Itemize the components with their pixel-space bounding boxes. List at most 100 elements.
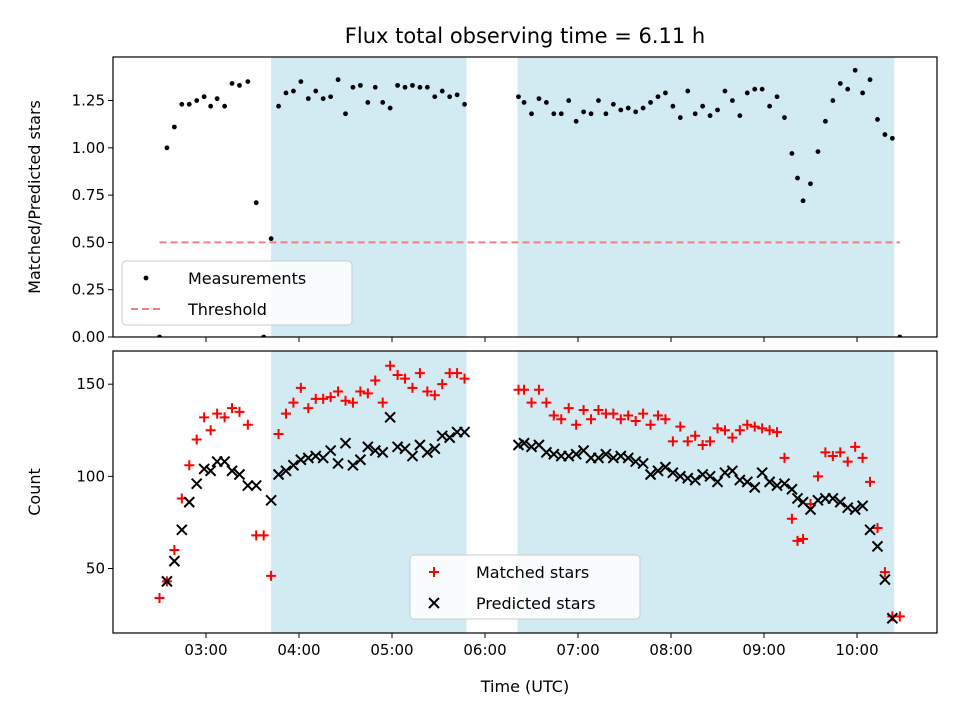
data-point bbox=[376, 446, 389, 459]
data-point bbox=[242, 479, 254, 492]
data-point bbox=[808, 181, 813, 187]
data-point bbox=[459, 373, 470, 384]
data-point bbox=[845, 86, 851, 92]
data-point bbox=[798, 534, 809, 544]
data-point bbox=[253, 200, 259, 206]
data-point bbox=[265, 494, 277, 507]
legend: Matched stars Predicted stars bbox=[409, 554, 641, 620]
data-point bbox=[791, 492, 804, 505]
data-point bbox=[707, 113, 713, 119]
legend-swatch bbox=[428, 597, 440, 609]
data-point bbox=[741, 476, 753, 488]
data-point bbox=[201, 94, 207, 100]
data-point bbox=[792, 535, 803, 546]
data-point bbox=[273, 428, 284, 439]
data-point bbox=[871, 540, 884, 553]
data-point bbox=[333, 386, 344, 397]
data-point bbox=[233, 468, 246, 481]
data-point bbox=[291, 88, 296, 94]
data-point bbox=[774, 94, 780, 100]
data-point bbox=[191, 434, 202, 445]
data-point bbox=[652, 465, 664, 477]
data-point bbox=[194, 98, 200, 103]
data-point bbox=[325, 392, 336, 403]
y-tick-label: 0.50 bbox=[72, 233, 105, 251]
data-point bbox=[742, 419, 753, 430]
data-point bbox=[186, 101, 192, 107]
data-point bbox=[458, 426, 471, 438]
data-point bbox=[422, 386, 433, 397]
data-point bbox=[190, 477, 203, 490]
data-point bbox=[272, 468, 285, 481]
y-tick-label: 0.75 bbox=[72, 186, 105, 204]
y-tick-label: 100 bbox=[76, 467, 105, 485]
data-point bbox=[867, 77, 873, 83]
data-point bbox=[362, 388, 373, 399]
data-point bbox=[332, 457, 344, 470]
data-point bbox=[645, 419, 656, 430]
data-point bbox=[757, 423, 768, 434]
y-tick-label: 150 bbox=[76, 375, 105, 393]
data-point bbox=[347, 397, 358, 408]
plot-area bbox=[157, 67, 903, 337]
series-matched-stars bbox=[154, 360, 905, 622]
data-point bbox=[276, 103, 281, 109]
data-point bbox=[782, 115, 787, 120]
legend-box bbox=[409, 554, 641, 620]
data-point bbox=[644, 468, 657, 481]
data-point bbox=[414, 368, 425, 379]
data-point bbox=[283, 90, 289, 96]
data-point bbox=[827, 492, 839, 505]
data-point bbox=[424, 84, 430, 90]
data-point bbox=[875, 117, 880, 122]
data-point bbox=[737, 113, 743, 119]
data-point bbox=[280, 465, 292, 477]
data-point bbox=[586, 414, 597, 425]
data-point bbox=[815, 149, 821, 154]
series-predicted-stars bbox=[161, 411, 899, 624]
data-point bbox=[164, 145, 170, 151]
data-point bbox=[229, 81, 235, 86]
data-point bbox=[406, 450, 419, 462]
data-point bbox=[623, 410, 634, 421]
data-point bbox=[689, 474, 701, 486]
data-point bbox=[615, 414, 626, 425]
data-point bbox=[266, 570, 277, 581]
data-point bbox=[288, 397, 299, 408]
data-point bbox=[630, 416, 641, 427]
data-point bbox=[726, 465, 739, 477]
data-point bbox=[355, 386, 366, 397]
data-point bbox=[541, 397, 552, 408]
data-point bbox=[357, 82, 363, 88]
chart-title: Flux total observing time = 6.11 h bbox=[345, 24, 705, 48]
data-point bbox=[245, 79, 251, 84]
data-point bbox=[161, 575, 173, 588]
data-point bbox=[692, 111, 698, 117]
data-point bbox=[759, 86, 765, 92]
data-point bbox=[849, 503, 861, 516]
data-point bbox=[685, 88, 691, 94]
data-point bbox=[526, 397, 537, 408]
data-point bbox=[380, 100, 386, 105]
data-point bbox=[682, 436, 693, 447]
data-point bbox=[313, 88, 319, 94]
data-point bbox=[280, 408, 291, 419]
data-point bbox=[749, 421, 760, 432]
data-point bbox=[154, 592, 165, 603]
data-point bbox=[804, 503, 817, 516]
data-point bbox=[268, 236, 274, 242]
data-point bbox=[218, 455, 231, 468]
data-point bbox=[640, 105, 646, 111]
data-point bbox=[850, 441, 861, 452]
data-point bbox=[894, 611, 905, 622]
data-point bbox=[454, 92, 460, 98]
data-point bbox=[536, 96, 542, 102]
data-point bbox=[443, 431, 456, 444]
data-point bbox=[447, 94, 453, 100]
data-point bbox=[347, 459, 359, 471]
data-point bbox=[872, 522, 883, 533]
data-point bbox=[242, 419, 253, 430]
data-point bbox=[208, 103, 214, 109]
data-point bbox=[529, 111, 534, 117]
data-point bbox=[622, 452, 634, 464]
